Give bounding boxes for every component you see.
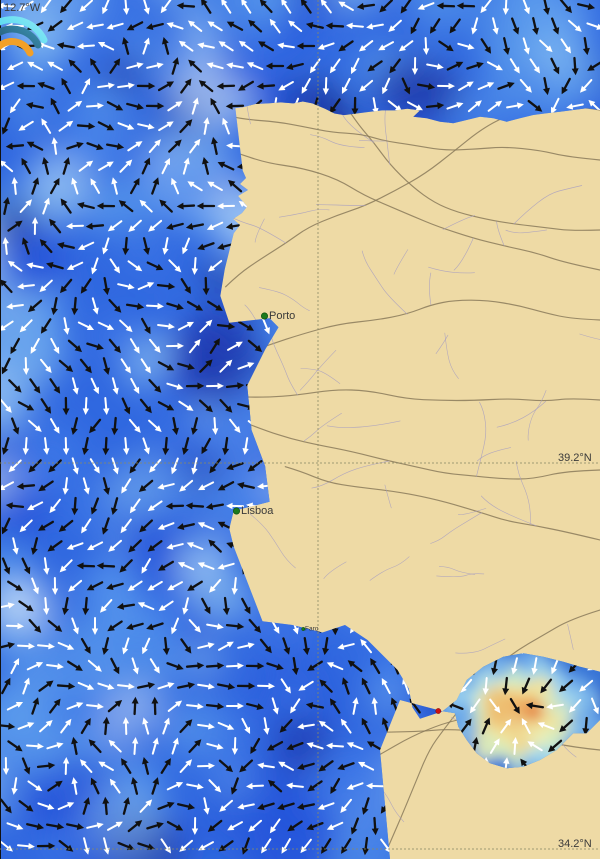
svg-text:34.2°N: 34.2°N [558,838,592,850]
svg-text:12.7°W: 12.7°W [4,2,41,14]
svg-text:Porto: Porto [269,310,295,322]
svg-text:Faro: Faro [305,626,319,633]
svg-text:Lisboa: Lisboa [241,505,274,517]
svg-text:39.2°N: 39.2°N [558,452,592,464]
